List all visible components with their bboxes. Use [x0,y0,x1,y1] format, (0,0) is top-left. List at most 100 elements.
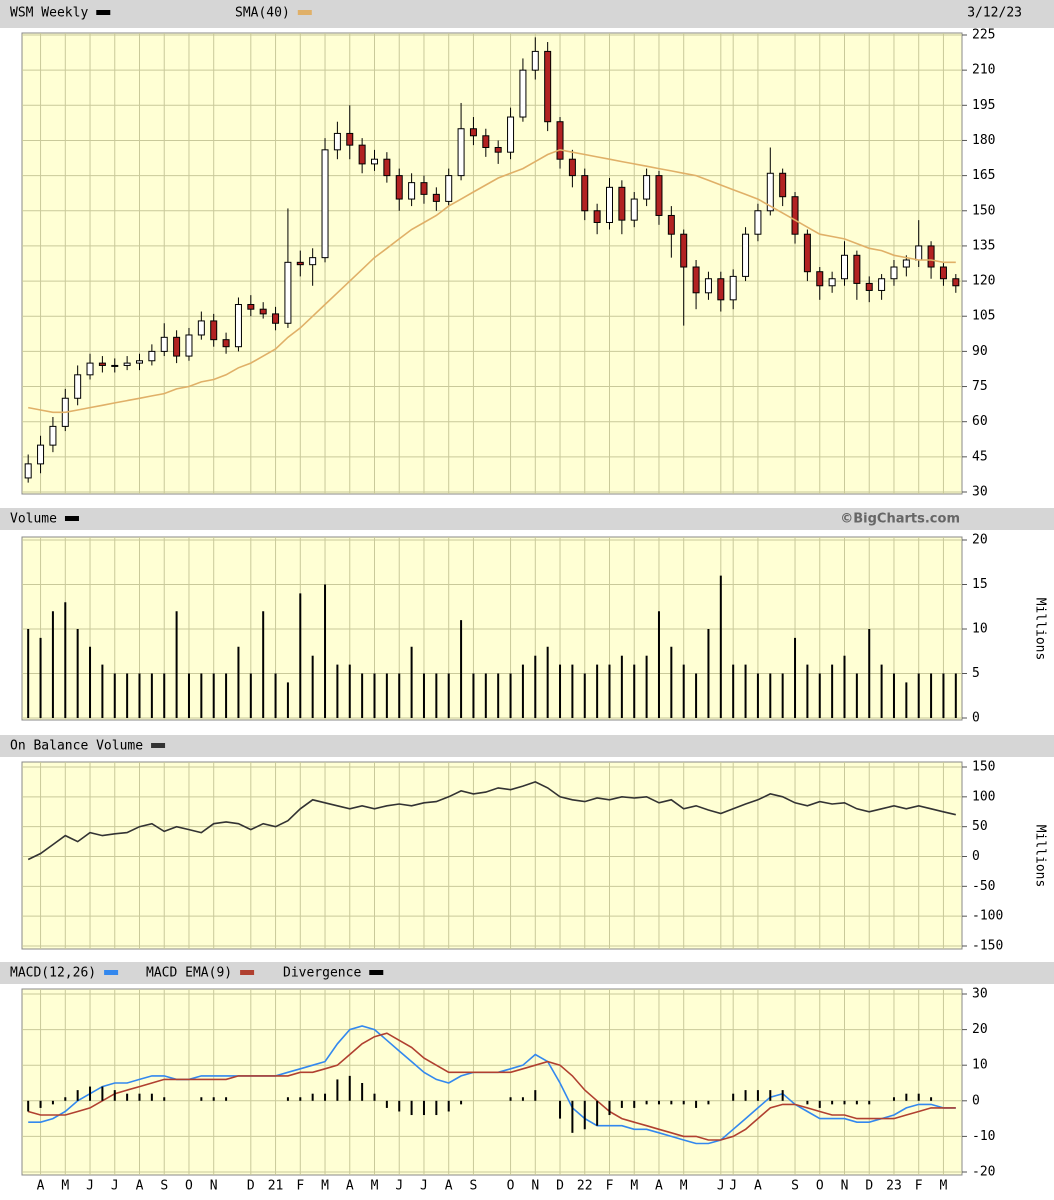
x-tick-label: M [321,1179,329,1194]
candle-body [37,444,45,465]
series-line [28,148,956,414]
x-tick-label: D [247,1179,255,1194]
candle-body [160,336,168,352]
header-bar [0,508,1054,530]
candle-body [667,214,675,235]
candle-body [333,132,341,151]
legend-label: Divergence [283,966,361,981]
candle-body [24,463,32,479]
x-tick-label: J [420,1179,428,1194]
candle-body [185,334,193,357]
x-tick-label: M [940,1179,948,1194]
y-tick-label: -100 [972,909,1003,924]
candle-body [234,304,242,348]
x-tick-label: 22 [577,1179,593,1194]
candle-body [259,308,267,315]
candle-body [247,304,255,310]
candle-body [890,266,898,280]
y-tick-label: 195 [972,98,995,113]
legend-swatch [297,10,312,15]
candle-body [420,182,428,195]
y-tick-label: 75 [972,379,988,394]
candle-body [74,374,82,399]
y-tick-label: -50 [972,879,995,894]
candle-body [358,144,366,165]
y-tick-label: 5 [972,666,980,681]
candle-body [544,50,552,123]
series-line [27,1032,956,1141]
candle-body [568,158,576,177]
candle-body [828,278,836,287]
candle-body [581,175,589,212]
candle-body [692,266,700,294]
candle-body [111,364,119,367]
candle-body [680,233,688,268]
legend-label: MACD(12,26) [10,966,96,981]
candle-body [878,278,886,291]
candle-body [49,425,57,446]
legend-swatch [96,10,111,15]
x-tick-label: S [791,1179,799,1194]
y-tick-label: 50 [972,819,988,834]
x-tick-label: O [507,1179,515,1194]
candle-body [98,362,106,366]
x-tick-label: A [346,1179,354,1194]
candle-body [853,254,861,284]
series-line [27,781,956,861]
y-tick-label: 150 [972,760,995,775]
candle-body [86,362,94,376]
y-axis-label: Millions [1033,825,1048,888]
candle-body [494,146,502,153]
candle-body [704,278,712,294]
x-tick-label: A [136,1179,144,1194]
legend-swatch [104,970,119,975]
candle-body [346,132,354,146]
plot-area [21,32,963,495]
legend-label: WSM Weekly [10,6,88,21]
header-bar [0,0,1054,28]
y-tick-label: 100 [972,789,995,804]
y-tick-label: 60 [972,414,988,429]
candle-body [643,175,651,200]
candle-body [939,266,947,280]
x-tick-label: N [210,1179,218,1194]
candle-body [222,339,230,348]
candle-body [482,135,490,148]
x-tick-label: S [470,1179,478,1194]
y-tick-label: 90 [972,344,988,359]
candle-body [927,245,935,268]
y-tick-label: 30 [972,485,988,500]
candle-body [148,350,156,362]
candle-body [803,233,811,273]
y-tick-label: 210 [972,63,995,78]
legend-label: SMA(40) [235,6,290,21]
candle-body [606,186,613,223]
x-tick-label: F [606,1179,614,1194]
candle-body [952,278,960,287]
x-tick-label: J [86,1179,94,1194]
x-tick-label: A [655,1179,663,1194]
y-tick-label: 180 [972,133,995,148]
y-tick-label: 0 [972,1093,980,1108]
y-tick-label: 45 [972,449,988,464]
x-tick-label: A [754,1179,762,1194]
y-tick-label: 165 [972,168,995,183]
legend-swatch [151,743,166,748]
legend-label: MACD EMA(9) [146,966,232,981]
candle-body [593,210,601,223]
header-bar [0,735,1054,757]
x-tick-label: O [185,1179,193,1194]
legend-swatch [369,970,384,975]
date: 3/12/23 [967,6,1022,21]
candle-body [531,50,539,71]
candle-body [272,313,280,324]
x-tick-label: J [717,1179,725,1194]
x-tick-label: S [160,1179,168,1194]
y-tick-label: -150 [972,939,1003,954]
plot-area [21,761,963,950]
header-bar [0,962,1054,984]
y-tick-label: 10 [972,622,988,637]
candle-body [791,196,799,235]
candle-body [841,254,848,280]
